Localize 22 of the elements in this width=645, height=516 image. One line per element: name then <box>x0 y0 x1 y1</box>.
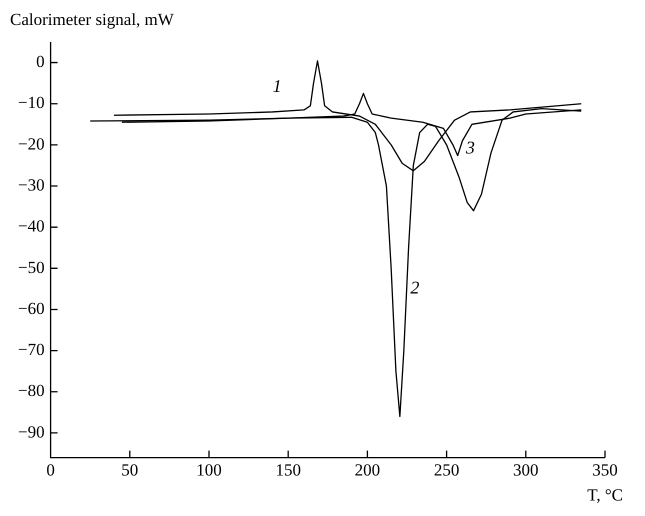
series-label: 1 <box>272 76 282 96</box>
y-axis-title: Calorimeter signal, mW <box>10 10 175 29</box>
x-tick-label: 200 <box>354 460 380 480</box>
y-tick-label: −10 <box>18 93 45 112</box>
y-tick-label: −70 <box>18 340 45 360</box>
x-tick-label: 250 <box>434 460 460 480</box>
x-axis-title: T, °C <box>587 486 623 505</box>
y-tick-label: −50 <box>18 258 45 277</box>
series-label: 2 <box>410 278 420 298</box>
x-tick-label: 350 <box>592 460 618 480</box>
x-tick-label: 150 <box>275 460 301 480</box>
y-tick-label: −60 <box>18 298 45 318</box>
series-label: 3 <box>464 138 475 158</box>
y-tick-label: −90 <box>18 422 45 442</box>
x-tick-label: 300 <box>513 460 539 480</box>
x-tick-label: 50 <box>121 460 138 480</box>
y-tick-label: −30 <box>18 175 45 194</box>
y-tick-label: 0 <box>36 52 45 72</box>
y-tick-label: −40 <box>18 216 45 236</box>
x-tick-label: 100 <box>196 460 222 480</box>
y-tick-label: −80 <box>18 381 45 400</box>
y-tick-label: −20 <box>18 134 45 154</box>
